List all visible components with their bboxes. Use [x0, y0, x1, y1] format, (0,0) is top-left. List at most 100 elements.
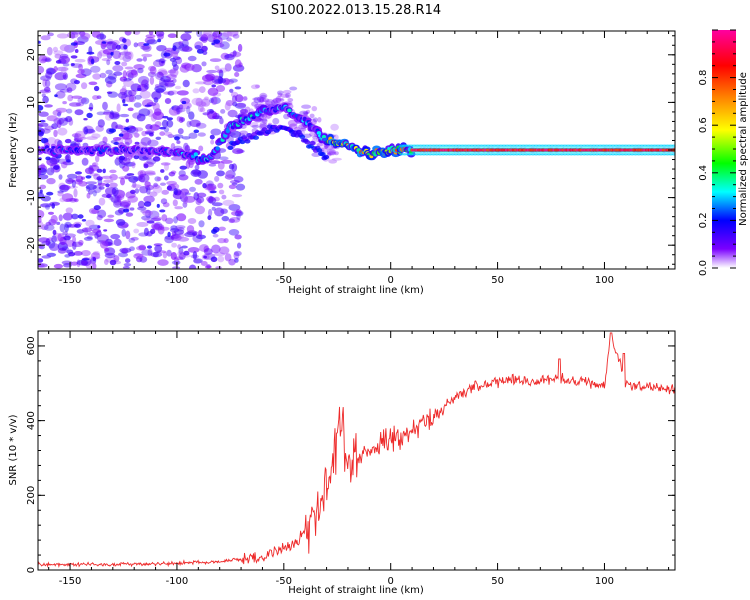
- spectrogram-cell: [165, 217, 174, 224]
- spectrogram-cell: [77, 97, 87, 104]
- spectrogram-cell: [277, 92, 283, 98]
- snr-ticks: -150 -100 -50 0 50 100 0 200 400 600: [26, 330, 675, 587]
- spectrogram-cell: [594, 153, 600, 156]
- spectrogram-cell: [209, 134, 215, 140]
- spectrogram-cell: [171, 156, 183, 161]
- spectrogram-cell: [623, 144, 628, 147]
- spectrogram-cell: [280, 98, 285, 102]
- spectrogram-cell: [59, 223, 65, 233]
- spectrogram-cell: [52, 109, 62, 116]
- spectrogram-cell: [70, 55, 78, 59]
- spectrogram-cell: [402, 144, 407, 147]
- spectrogram-cell: [160, 169, 165, 173]
- spectrogram-cell: [578, 153, 584, 156]
- spectrogram-cell: [77, 69, 85, 74]
- spectrogram-cell: [38, 111, 49, 117]
- spectrogram-cell: [111, 187, 117, 195]
- spectrogram-cell: [177, 90, 189, 96]
- spectrogram-cell: [505, 153, 510, 156]
- y-tick-label: 0: [26, 567, 37, 573]
- spectrogram-cell: [323, 145, 328, 150]
- spectrogram-cell: [90, 173, 98, 177]
- spectrogram-cell: [228, 258, 236, 266]
- spectrogram-cell: [514, 153, 519, 156]
- snr-xlabel: Height of straight line (km): [288, 585, 424, 596]
- spectrogram-cell: [221, 194, 227, 200]
- spectrogram-cell: [91, 228, 102, 233]
- spectrogram-cell: [193, 152, 198, 157]
- spectrogram-cell: [83, 118, 88, 121]
- spectrogram-cell: [316, 143, 326, 147]
- spectrogram-cell: [652, 153, 657, 156]
- spectrogram-cell: [601, 153, 606, 156]
- spectrogram-cell: [140, 45, 150, 50]
- spectrogram-cell: [69, 197, 77, 203]
- spectrogram-cell: [45, 156, 51, 161]
- spectrogram-cell: [39, 184, 47, 190]
- spectrogram-cell: [169, 183, 180, 190]
- spectrogram-cell: [177, 236, 190, 242]
- x-tick-label: 50: [491, 576, 504, 587]
- spectrogram-cell: [166, 249, 172, 257]
- spectrogram-cell: [46, 167, 55, 176]
- spectrogram-cell: [287, 108, 292, 113]
- spectrogram-cell: [211, 84, 216, 88]
- spectrogram-cell: [198, 145, 204, 152]
- spectrogram-cell: [53, 165, 60, 171]
- spectrogram-cell: [575, 153, 580, 156]
- spectrogram-cell: [530, 144, 536, 147]
- spectrogram-cell: [252, 97, 259, 101]
- spectrogram-cell: [196, 234, 206, 240]
- spectrogram-cell: [173, 105, 183, 114]
- spectrogram-cell: [63, 235, 71, 241]
- spectrogram-cell: [633, 144, 638, 147]
- y-tick-label: 20: [26, 48, 37, 61]
- spectrogram-cell: [212, 226, 220, 233]
- spectrogram-cell: [633, 153, 638, 156]
- spectrogram-cell: [299, 110, 309, 116]
- spectrogram-cell: [86, 235, 93, 240]
- spectrogram-cell: [45, 221, 52, 226]
- spectrogram-cell: [447, 144, 452, 147]
- spectrogram-cell: [68, 118, 74, 126]
- spectrogram-cell: [172, 45, 177, 51]
- spectrogram-cell: [210, 139, 215, 145]
- spectrogram-cell: [101, 175, 113, 179]
- spectrogram-cell: [239, 96, 248, 102]
- spectrogram-cell: [540, 144, 545, 147]
- spectrogram-cell: [234, 59, 242, 68]
- spectrogram-cell: [101, 41, 107, 44]
- spectrogram-cell: [160, 182, 166, 186]
- spectrogram-cell: [253, 96, 262, 104]
- spectrogram-cell: [186, 225, 195, 233]
- spectrogram-cell: [161, 189, 169, 195]
- spectrogram-cell: [54, 94, 58, 98]
- spectrogram-cell: [463, 144, 468, 147]
- spectrogram-cell: [450, 144, 455, 147]
- spectrogram-cell: [111, 121, 118, 130]
- spectrogram-cell: [170, 225, 178, 231]
- spectrogram-cell: [495, 153, 500, 156]
- spectrogram-cell: [47, 32, 54, 37]
- spectrogram-cell: [150, 228, 156, 234]
- spectrogram-cell: [236, 213, 241, 220]
- spectrogram-cell: [415, 144, 420, 147]
- spectrogram-cell: [73, 188, 78, 198]
- spectrogram-cell: [93, 205, 101, 211]
- spectrogram-cell: [54, 83, 67, 91]
- snr-series-line: [38, 332, 675, 568]
- spectrogram-cell: [258, 96, 266, 103]
- spectrogram-cell: [181, 62, 192, 69]
- spectrogram-cell: [251, 124, 260, 129]
- spectrogram-cell: [101, 58, 112, 62]
- spectrogram-cell: [440, 153, 446, 156]
- spectrogram-cell: [39, 119, 46, 123]
- spectrogram-cell: [537, 144, 542, 147]
- spectrogram-cell: [559, 153, 564, 156]
- spectrogram-cell: [524, 153, 529, 156]
- spectrogram-cell: [239, 108, 249, 114]
- spectrogram-cell: [305, 109, 310, 114]
- spectrogram-cell: [134, 141, 140, 145]
- spectrogram-cell: [598, 153, 603, 156]
